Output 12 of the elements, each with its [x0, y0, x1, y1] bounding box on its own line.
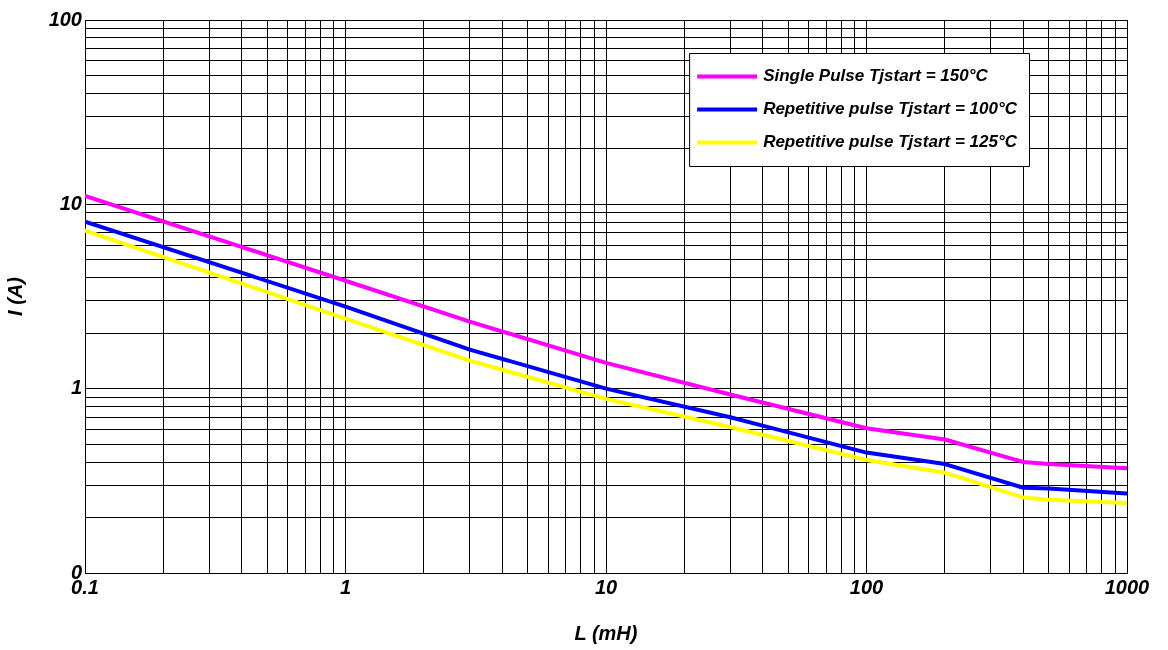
x-tick-label: 100 [849, 575, 884, 598]
x-tick-label: 1 [339, 575, 352, 598]
x-tick-label: 1000 [1104, 575, 1150, 598]
x-tick-label: 10 [594, 575, 618, 598]
y-tick-label: 10 [59, 191, 82, 214]
y-tick-label: 1 [70, 376, 82, 399]
legend-label: Repetitive pulse Tjstart = 125°C [763, 132, 1018, 152]
y-tick-label: 100 [48, 7, 82, 30]
legend-label: Repetitive pulse Tjstart = 100°C [763, 99, 1018, 119]
y-axis-title: I (A) [3, 276, 26, 316]
x-axis-title: L (mH) [574, 621, 638, 644]
legend-label: Single Pulse Tjstart = 150°C [763, 66, 989, 86]
